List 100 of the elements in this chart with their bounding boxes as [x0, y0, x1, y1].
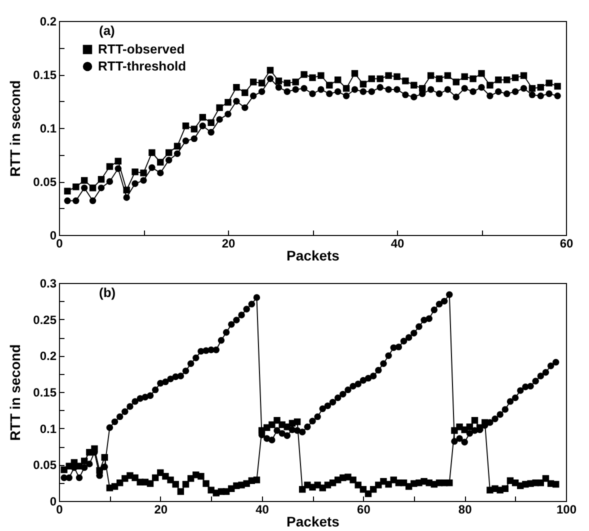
- point: [165, 156, 172, 164]
- point: [64, 188, 71, 194]
- point: [258, 88, 266, 95]
- point: [528, 91, 536, 98]
- point: [292, 86, 299, 93]
- point: [266, 66, 274, 74]
- point: [292, 78, 299, 86]
- point: [334, 88, 342, 95]
- point: [174, 142, 181, 150]
- point: [376, 84, 384, 91]
- point: [410, 94, 418, 100]
- point: [216, 116, 223, 123]
- point: [385, 72, 392, 79]
- point: [326, 90, 333, 98]
- y-axis-title: RTT in second: [7, 80, 24, 177]
- point: [275, 84, 282, 91]
- point: [190, 126, 198, 132]
- point: [89, 197, 96, 204]
- point: [436, 75, 443, 82]
- x-tick-label: 40: [390, 236, 404, 250]
- point: [64, 197, 71, 204]
- point: [360, 80, 367, 88]
- point: [157, 158, 164, 166]
- point: [250, 78, 257, 86]
- y-tick-label: 0.15: [33, 68, 57, 82]
- point: [266, 75, 274, 82]
- point: [326, 82, 333, 89]
- point: [376, 75, 384, 82]
- point: [334, 76, 342, 84]
- point: [470, 88, 476, 95]
- point: [546, 90, 552, 98]
- point: [360, 88, 367, 95]
- x-tick-label: 60: [357, 502, 371, 516]
- point: [140, 170, 147, 176]
- point: [208, 119, 214, 126]
- point: [427, 86, 434, 93]
- point: [190, 135, 198, 142]
- point: [216, 104, 223, 112]
- point: [258, 80, 266, 86]
- point: [351, 86, 358, 93]
- point: [114, 158, 122, 165]
- point: [452, 94, 460, 100]
- y-tick-label: 0.2: [40, 349, 57, 364]
- annotation: (a): [99, 23, 115, 38]
- point: [98, 176, 105, 183]
- point: [199, 114, 206, 121]
- x-tick-label: 60: [560, 236, 574, 250]
- point: [250, 92, 257, 100]
- point: [528, 85, 536, 92]
- point: [478, 70, 485, 77]
- point: [503, 76, 510, 84]
- point: [242, 89, 248, 96]
- x-tick-label: 40: [256, 502, 270, 516]
- point: [80, 177, 88, 184]
- point: [385, 86, 392, 93]
- point: [546, 80, 552, 86]
- y-tick-label: 0.2: [40, 14, 57, 28]
- point: [486, 82, 494, 89]
- y-tick-label: 0.1: [40, 422, 57, 436]
- point: [224, 110, 232, 118]
- point: [402, 78, 409, 84]
- point: [554, 92, 561, 100]
- x-tick-label: 20: [222, 236, 236, 250]
- point: [342, 92, 350, 100]
- legend-label: RTT-threshold: [98, 58, 186, 74]
- point: [452, 78, 460, 86]
- y-tick-label: 0.05: [33, 458, 57, 472]
- point: [165, 149, 172, 156]
- point: [106, 178, 114, 185]
- legend-label: RTT-observed: [98, 42, 185, 56]
- annotation: (b): [99, 285, 116, 300]
- point: [233, 98, 240, 105]
- point: [520, 85, 528, 92]
- y-tick-label: 0.15: [33, 386, 57, 400]
- point: [402, 91, 409, 98]
- point: [300, 85, 308, 92]
- y-tick-label: 0.3: [40, 276, 57, 290]
- point: [132, 168, 138, 176]
- point: [444, 72, 452, 79]
- point: [284, 88, 291, 95]
- point: [89, 184, 96, 192]
- x-tick-label: 100: [556, 502, 577, 516]
- point: [470, 75, 476, 82]
- point: [123, 194, 130, 201]
- point: [140, 177, 147, 184]
- point: [242, 104, 248, 112]
- point: [461, 73, 468, 80]
- point: [554, 82, 561, 90]
- point: [436, 90, 443, 98]
- point: [123, 186, 130, 194]
- point: [444, 86, 452, 93]
- point: [318, 86, 324, 93]
- point: [520, 72, 528, 79]
- point: [182, 122, 190, 130]
- y-tick-label: 0.05: [33, 175, 57, 189]
- point: [512, 74, 519, 82]
- x-tick-label: 80: [458, 502, 472, 516]
- point: [300, 71, 308, 78]
- point: [309, 90, 316, 98]
- x-axis-title: Packets: [286, 248, 340, 264]
